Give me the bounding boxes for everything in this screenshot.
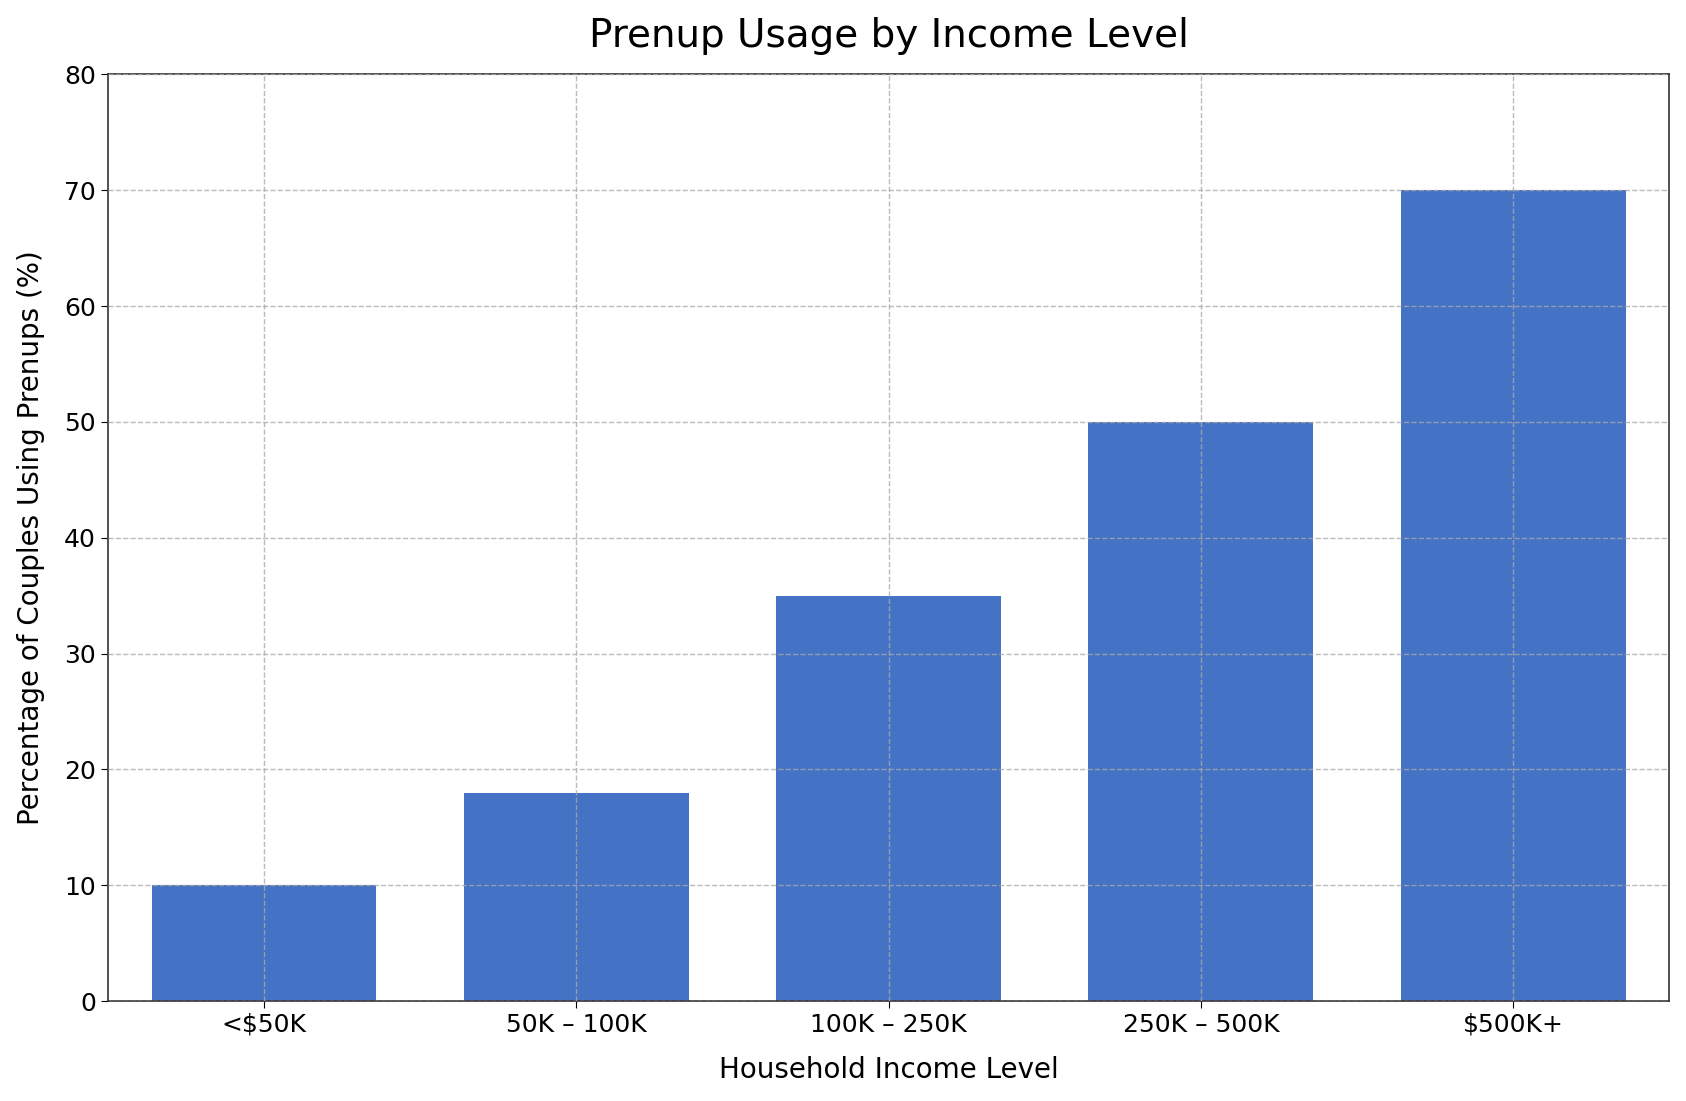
X-axis label: Household Income Level: Household Income Level [718, 1056, 1059, 1084]
Bar [152, 885, 376, 1001]
Bar [464, 793, 688, 1001]
Y-axis label: Percentage of Couples Using Prenups (%): Percentage of Couples Using Prenups (%) [17, 250, 44, 825]
Title: Prenup Usage by Income Level: Prenup Usage by Income Level [588, 17, 1189, 55]
Bar [1401, 190, 1625, 1001]
Bar [1089, 422, 1313, 1001]
Bar [776, 596, 1001, 1001]
